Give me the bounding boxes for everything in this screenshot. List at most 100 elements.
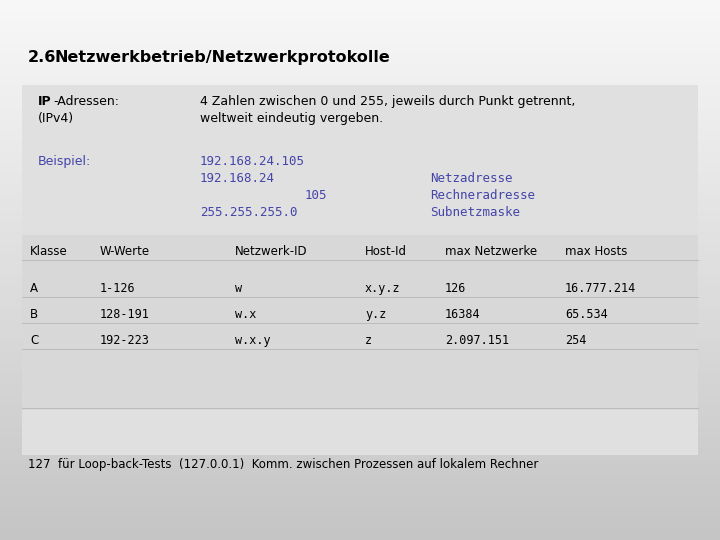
Text: 255.255.255.0: 255.255.255.0: [200, 206, 297, 219]
Bar: [0, 54, 720, 59]
Bar: [0, 378, 720, 383]
Bar: [0, 162, 720, 167]
Bar: [0, 427, 720, 432]
Bar: [0, 0, 720, 5]
Text: IP: IP: [38, 95, 52, 108]
Bar: [0, 59, 720, 65]
Bar: [0, 497, 720, 502]
Bar: [0, 173, 720, 178]
Bar: [0, 524, 720, 529]
Bar: [0, 405, 720, 410]
Bar: [0, 491, 720, 497]
Text: Netzwerkbetrieb/Netzwerkprotokolle: Netzwerkbetrieb/Netzwerkprotokolle: [55, 50, 391, 65]
Bar: [22, 85, 698, 455]
Text: z: z: [365, 334, 372, 347]
Bar: [0, 86, 720, 92]
Bar: [0, 38, 720, 43]
Bar: [0, 108, 720, 113]
Bar: [0, 113, 720, 119]
Bar: [0, 319, 720, 324]
Bar: [0, 362, 720, 367]
Text: W-Werte: W-Werte: [100, 245, 150, 258]
Bar: [0, 200, 720, 205]
Bar: [0, 130, 720, 135]
Bar: [0, 394, 720, 400]
Bar: [0, 281, 720, 286]
Bar: [0, 124, 720, 130]
Text: B: B: [30, 308, 38, 321]
Bar: [0, 49, 720, 54]
Bar: [0, 502, 720, 508]
Bar: [0, 292, 720, 297]
Bar: [0, 470, 720, 475]
Bar: [0, 356, 720, 362]
Bar: [0, 238, 720, 243]
Bar: [0, 389, 720, 394]
Bar: [0, 302, 720, 308]
Text: 126: 126: [445, 282, 467, 295]
Bar: [0, 275, 720, 281]
Bar: [0, 227, 720, 232]
Bar: [0, 103, 720, 108]
Text: C: C: [30, 334, 38, 347]
Bar: [0, 11, 720, 16]
Bar: [0, 151, 720, 157]
Text: 1-126: 1-126: [100, 282, 135, 295]
Bar: [0, 205, 720, 211]
Bar: [0, 535, 720, 540]
Bar: [0, 373, 720, 378]
Bar: [0, 194, 720, 200]
Bar: [0, 340, 720, 346]
Bar: [0, 16, 720, 22]
Bar: [0, 43, 720, 49]
Bar: [0, 254, 720, 259]
Text: w.x.y: w.x.y: [235, 334, 271, 347]
Bar: [0, 454, 720, 459]
Text: (IPv4): (IPv4): [38, 112, 74, 125]
Text: 192-223: 192-223: [100, 334, 150, 347]
Bar: [0, 518, 720, 524]
Text: -Adressen:: -Adressen:: [53, 95, 119, 108]
Text: A: A: [30, 282, 38, 295]
Text: Netzadresse: Netzadresse: [430, 172, 513, 185]
Bar: [0, 286, 720, 292]
Bar: [0, 432, 720, 437]
Text: 4 Zahlen zwischen 0 und 255, jeweils durch Punkt getrennt,: 4 Zahlen zwischen 0 und 255, jeweils dur…: [200, 95, 575, 108]
Text: 192.168.24.105: 192.168.24.105: [200, 155, 305, 168]
Text: w.x: w.x: [235, 308, 256, 321]
Bar: [0, 265, 720, 270]
Bar: [0, 184, 720, 189]
Text: w: w: [235, 282, 242, 295]
Text: y.z: y.z: [365, 308, 387, 321]
Bar: [0, 308, 720, 313]
Text: 127  für Loop-back-Tests  (127.0.0.1)  Komm. zwischen Prozessen auf lokalem Rech: 127 für Loop-back-Tests (127.0.0.1) Komm…: [28, 458, 539, 471]
Bar: [0, 513, 720, 518]
Bar: [0, 459, 720, 464]
Bar: [0, 324, 720, 329]
Bar: [0, 92, 720, 97]
Bar: [0, 313, 720, 319]
Bar: [0, 211, 720, 216]
Text: 105: 105: [305, 189, 328, 202]
Bar: [0, 383, 720, 389]
Bar: [0, 448, 720, 454]
Text: 16.777.214: 16.777.214: [565, 282, 636, 295]
Bar: [0, 475, 720, 481]
Bar: [0, 178, 720, 184]
Bar: [0, 443, 720, 448]
Bar: [0, 486, 720, 491]
Bar: [0, 259, 720, 265]
Bar: [0, 135, 720, 140]
Text: Rechneradresse: Rechneradresse: [430, 189, 535, 202]
Bar: [0, 437, 720, 443]
Text: 16384: 16384: [445, 308, 481, 321]
Text: Host-Id: Host-Id: [365, 245, 407, 258]
Bar: [0, 346, 720, 351]
Bar: [0, 70, 720, 76]
Bar: [0, 416, 720, 421]
Text: 192.168.24: 192.168.24: [200, 172, 275, 185]
Text: weltweit eindeutig vergeben.: weltweit eindeutig vergeben.: [200, 112, 383, 125]
Bar: [0, 464, 720, 470]
Bar: [0, 32, 720, 38]
Bar: [0, 221, 720, 227]
